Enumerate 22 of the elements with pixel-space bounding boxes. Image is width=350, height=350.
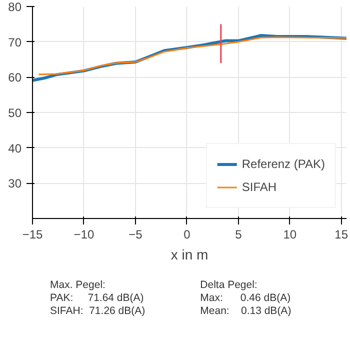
text: Max: 0.46 dB(A) bbox=[200, 292, 291, 304]
y-tick-label: 60 bbox=[8, 70, 22, 85]
x-tick-label: 10 bbox=[283, 228, 297, 242]
text: SIFAH: 71.26 dB(A) bbox=[50, 305, 146, 317]
x-tick-label: 5 bbox=[235, 228, 242, 242]
y-tick-label: 40 bbox=[8, 141, 22, 156]
y-tick-label: 80 bbox=[8, 0, 22, 14]
x-tick-label: 0 bbox=[184, 228, 191, 242]
x-axis-title: x in m bbox=[170, 246, 208, 262]
text: PAK: 71.64 dB(A) bbox=[50, 292, 144, 304]
y-tick-label: 70 bbox=[8, 35, 22, 50]
legend-label: Referenz (PAK) bbox=[242, 157, 325, 171]
x-tick-label: −5 bbox=[128, 228, 143, 242]
text: Mean: 0.13 dB(A) bbox=[200, 305, 292, 317]
x-tick-label: 15 bbox=[334, 228, 348, 242]
legend-label: SIFAH bbox=[242, 180, 277, 194]
x-tick-label: −10 bbox=[74, 228, 94, 242]
y-tick-label: 50 bbox=[8, 106, 22, 120]
x-tick-label: −15 bbox=[22, 228, 44, 242]
text: Max. Pegel: bbox=[50, 279, 106, 291]
text: Delta Pegel: bbox=[200, 279, 258, 291]
y-tick-label: 30 bbox=[8, 176, 22, 191]
